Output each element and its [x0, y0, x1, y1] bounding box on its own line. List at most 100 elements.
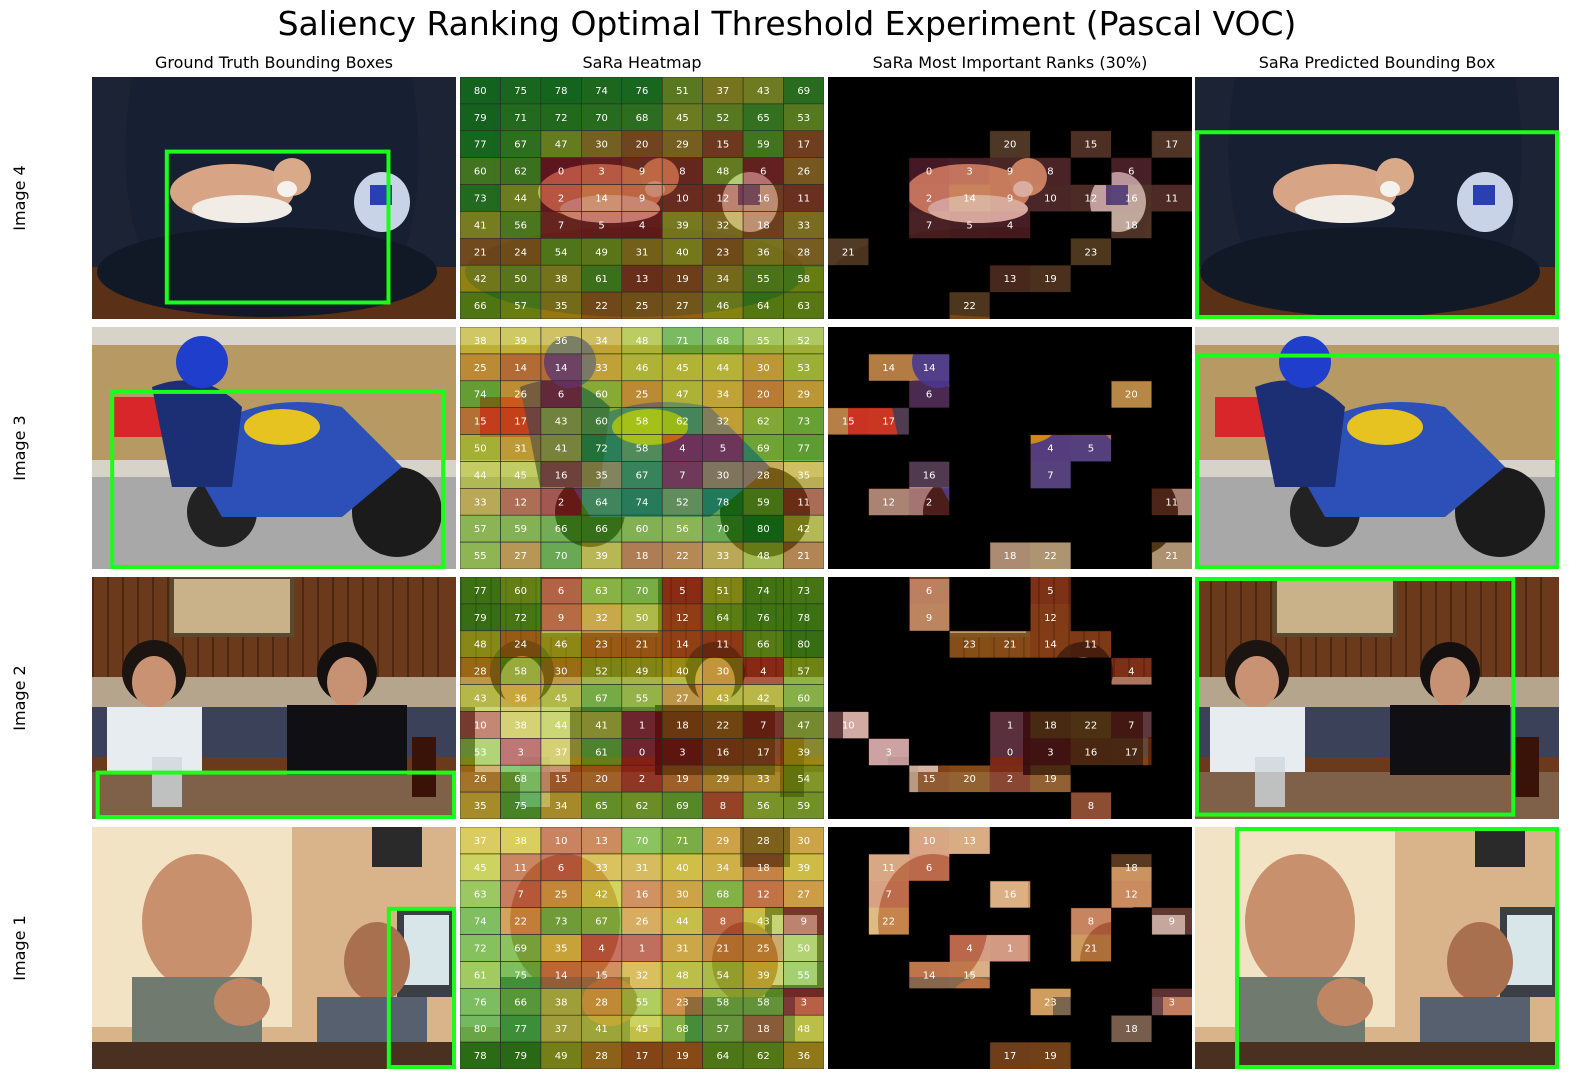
- masked-cell: [1070, 407, 1112, 436]
- heatmap-cell: [783, 827, 824, 855]
- heatmap-cell: [702, 184, 744, 212]
- heatmap-cell: [540, 827, 582, 855]
- heatmap-cell: [621, 961, 663, 989]
- rank-label: 76: [636, 86, 649, 97]
- rank-label: 76: [757, 613, 770, 624]
- masked-cell: [949, 657, 991, 686]
- rank-label: 36: [555, 336, 568, 347]
- rank-label: 49: [636, 667, 649, 678]
- masked-cell: [828, 657, 869, 686]
- masked-cell: [989, 1015, 1031, 1043]
- heatmap-cell: [540, 77, 582, 105]
- masked-cell: [1030, 327, 1072, 355]
- rank-label: 10: [1044, 194, 1057, 205]
- rank-label: 17: [1004, 1051, 1017, 1062]
- heatmap-cell: [621, 1041, 663, 1069]
- rank-label: 11: [1165, 497, 1178, 508]
- rank-label: 10: [676, 194, 689, 205]
- rank-label: 71: [676, 336, 689, 347]
- rank-label: 61: [595, 274, 608, 285]
- panel-top-ranks: 6 5 9 12 23 21 14 11 4 10 1 18 22 7 3 0 3 16 17 15 20 2 19 8: [828, 577, 1192, 819]
- heatmap-cell: [702, 434, 744, 462]
- rank-label: 50: [797, 944, 810, 955]
- rank-label: 41: [595, 1024, 608, 1035]
- masked-cell: [1030, 684, 1072, 712]
- heatmap-cell: [581, 291, 623, 319]
- masked-cell: [868, 684, 910, 712]
- masked-cell: [1030, 827, 1072, 855]
- photo-motorbike: [1195, 327, 1559, 569]
- heatmap-cell: [661, 407, 703, 435]
- masked-cell: [1070, 1042, 1112, 1069]
- heatmap-cell: [661, 488, 703, 516]
- masked-cell: [949, 380, 991, 409]
- top-rank-cell: [1151, 488, 1192, 516]
- heatmap-cell: [661, 711, 703, 739]
- top-rank-cell: [1111, 1015, 1152, 1043]
- column-header-ground-truth: Ground Truth Bounding Boxes: [154, 53, 394, 72]
- masked-cell: [949, 130, 991, 159]
- heatmap-cell: [581, 157, 623, 185]
- masked-cell: [1111, 961, 1153, 989]
- heatmap-cell: [540, 461, 582, 489]
- rank-label: 37: [717, 86, 730, 97]
- heatmap-cell: [500, 514, 542, 543]
- rank-label: 3: [1047, 747, 1053, 758]
- masked-cell: [868, 542, 910, 569]
- rank-label: 33: [595, 863, 608, 874]
- masked-cell: [868, 577, 910, 605]
- masked-cell: [1151, 1015, 1192, 1043]
- heatmap-cell: [460, 541, 501, 569]
- rank-label: 16: [1125, 194, 1138, 205]
- rank-label: 66: [474, 301, 487, 312]
- heatmap-cell: [460, 264, 501, 293]
- masked-cell: [868, 657, 910, 686]
- masked-cell: [868, 461, 910, 489]
- rank-label: 7: [558, 220, 564, 231]
- rank-label: 29: [797, 390, 810, 401]
- rank-label: 12: [757, 890, 770, 901]
- rank-label: 18: [1125, 863, 1138, 874]
- rank-label: 42: [797, 524, 810, 535]
- rank-label: 58: [717, 997, 730, 1008]
- rank-label: 22: [595, 301, 608, 312]
- heatmap-cell: [661, 961, 703, 989]
- masked-cell: [828, 603, 869, 632]
- figure-title: Saliency Ranking Optimal Threshold Exper…: [277, 4, 1297, 43]
- masked-cell: [989, 353, 1031, 382]
- top-rank-cell: [868, 738, 909, 766]
- top-rank-cell: [949, 211, 990, 239]
- rank-label: 15: [963, 970, 976, 981]
- heatmap-cell: [540, 711, 582, 739]
- heatmap-cell: [661, 934, 703, 962]
- rank-label: 67: [514, 140, 527, 151]
- rank-label: 34: [555, 801, 568, 812]
- rank-label: 3: [801, 997, 807, 1008]
- rank-label: 33: [717, 551, 730, 562]
- panel-ground-truth: [92, 77, 456, 319]
- masked-cell: [868, 265, 910, 293]
- heatmap-cell: [661, 434, 703, 462]
- rank-label: 15: [555, 774, 568, 785]
- top-rank-cell: [868, 907, 909, 935]
- heatmap-cell: [540, 907, 582, 935]
- rank-label: 58: [514, 667, 527, 678]
- rank-label: 68: [717, 336, 730, 347]
- rank-label: 60: [595, 390, 608, 401]
- rank-label: 14: [555, 363, 568, 374]
- masked-cell: [1070, 657, 1112, 686]
- heatmap-cell: [661, 1014, 703, 1043]
- rank-label: 48: [636, 336, 649, 347]
- heatmap-cell: [621, 988, 663, 1016]
- rank-label: 12: [717, 194, 730, 205]
- masked-cell: [1151, 353, 1192, 382]
- masked-cell: [868, 77, 910, 105]
- rank-label: 20: [757, 390, 770, 401]
- rank-label: 3: [598, 167, 604, 178]
- masked-cell: [1030, 292, 1072, 319]
- masked-cell: [989, 907, 1031, 936]
- top-rank-cell: [949, 157, 990, 185]
